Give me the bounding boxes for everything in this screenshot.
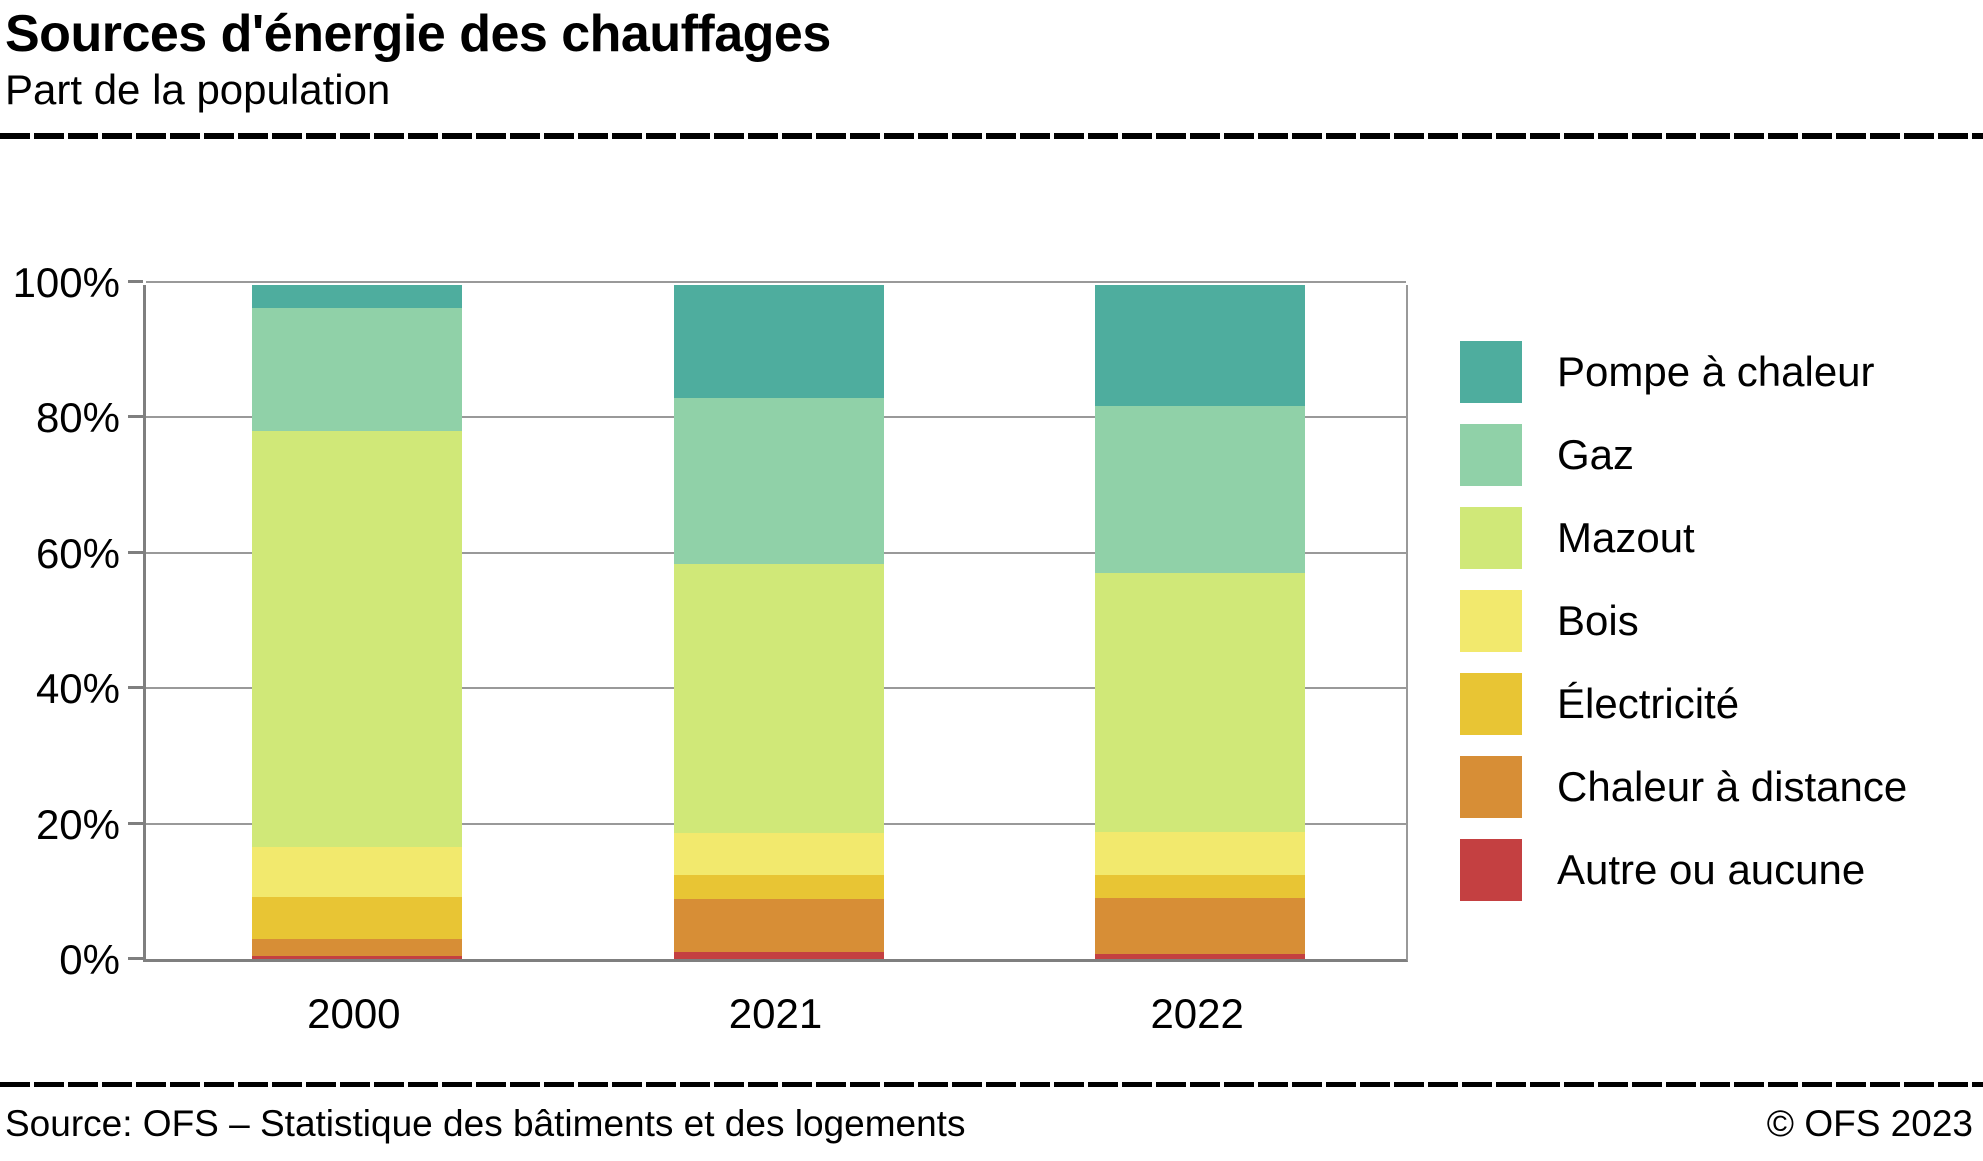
legend-label: Bois [1557, 597, 1639, 644]
legend-label: Autre ou aucune [1557, 846, 1866, 893]
gridline-100% [146, 281, 1406, 283]
legend-label: Chaleur à distance [1557, 763, 1908, 810]
legend-swatch-icon [1460, 341, 1522, 403]
y-tick-label-100%: 100% [12, 259, 120, 306]
legend-swatch-icon [1460, 673, 1522, 735]
y-tick-label-40%: 40% [35, 665, 120, 713]
bar-segment-2000-Pompe à chaleur [251, 285, 462, 308]
legend-item-Électricité: Électricité [1460, 673, 1907, 735]
stacked-bar-2021 [673, 285, 884, 959]
chart-legend: Pompe à chaleur Gaz Mazout Bois Électricité C… [1460, 341, 1907, 922]
bar-segment-2021-Mazout [673, 564, 884, 833]
legend-item-Mazout: Mazout [1460, 507, 1907, 569]
legend-item-Autre ou aucune: Autre ou aucune [1460, 839, 1907, 901]
y-tick-label-20%: 20% [35, 800, 120, 848]
legend-item-Pompe à chaleur: Pompe à chaleur [1460, 341, 1907, 403]
legend-swatch-icon [1460, 756, 1522, 818]
chart-subtitle: Part de la population [5, 66, 391, 113]
bar-segment-2022-Autre ou aucune [1095, 954, 1306, 959]
legend-label: Pompe à chaleur [1557, 348, 1875, 395]
bar-segment-2000-Bois [251, 847, 462, 897]
bar-segment-2022-Pompe à chaleur [1095, 285, 1306, 406]
copyright-text: © OFS 2023 [1766, 1103, 1973, 1144]
plot-area [128, 280, 1408, 962]
y-tick-label-0%: 0% [59, 936, 120, 983]
bar-segment-2000-Chaleur à distance [251, 938, 462, 956]
legend-swatch-icon [1460, 590, 1522, 652]
stacked-bar-2000 [251, 285, 462, 959]
y-tick-0% [128, 957, 143, 960]
legend-item-Chaleur à distance: Chaleur à distance [1460, 756, 1907, 818]
legend-swatch-icon [1460, 839, 1522, 901]
y-tick-100% [128, 280, 143, 283]
bar-segment-2021-Bois [673, 832, 884, 876]
y-tick-40% [128, 686, 143, 690]
bar-segment-2022-Électricité [1095, 874, 1306, 898]
bar-segment-2000-Gaz [251, 307, 462, 432]
bar-segment-2000-Autre ou aucune [251, 955, 462, 959]
bar-segment-2021-Gaz [673, 397, 884, 565]
footer: Source: OFS – Statistique des bâtiments … [0, 1103, 1983, 1145]
x-axis-label-2021: 2021 [728, 990, 823, 1037]
chart-title: Sources d'énergie des chauffages [5, 5, 831, 63]
bar-segment-2022-Mazout [1095, 572, 1306, 833]
bottom-divider-line [0, 1082, 1983, 1087]
bar-segment-2022-Bois [1095, 832, 1306, 875]
y-tick-60% [128, 550, 143, 554]
y-tick-80% [128, 415, 143, 419]
bar-segment-2000-Électricité [251, 896, 462, 939]
bar-segment-2021-Pompe à chaleur [673, 285, 884, 398]
y-tick-20% [128, 821, 143, 825]
legend-label: Gaz [1557, 431, 1635, 478]
legend-label: Mazout [1557, 514, 1695, 561]
legend-swatch-icon [1460, 507, 1522, 569]
bar-segment-2022-Chaleur à distance [1095, 897, 1306, 955]
legend-swatch-icon [1460, 424, 1522, 486]
legend-item-Bois: Bois [1460, 590, 1907, 652]
source-text: Source: OFS – Statistique des bâtiments … [5, 1103, 966, 1144]
x-axis-label-2000: 2000 [307, 990, 401, 1037]
bar-segment-2022-Gaz [1095, 405, 1306, 573]
y-tick-label-60%: 60% [35, 529, 120, 577]
y-tick-label-80%: 80% [35, 394, 120, 442]
stacked-bar-2022 [1095, 285, 1306, 959]
bar-segment-2021-Autre ou aucune [673, 952, 884, 959]
top-divider-line [0, 133, 1983, 139]
bar-segment-2000-Mazout [251, 431, 462, 848]
bar-segment-2021-Chaleur à distance [673, 898, 884, 953]
legend-label: Électricité [1557, 680, 1740, 727]
bar-segment-2021-Électricité [673, 875, 884, 899]
x-axis-label-2022: 2022 [1150, 990, 1244, 1037]
legend-item-Gaz: Gaz [1460, 424, 1907, 486]
